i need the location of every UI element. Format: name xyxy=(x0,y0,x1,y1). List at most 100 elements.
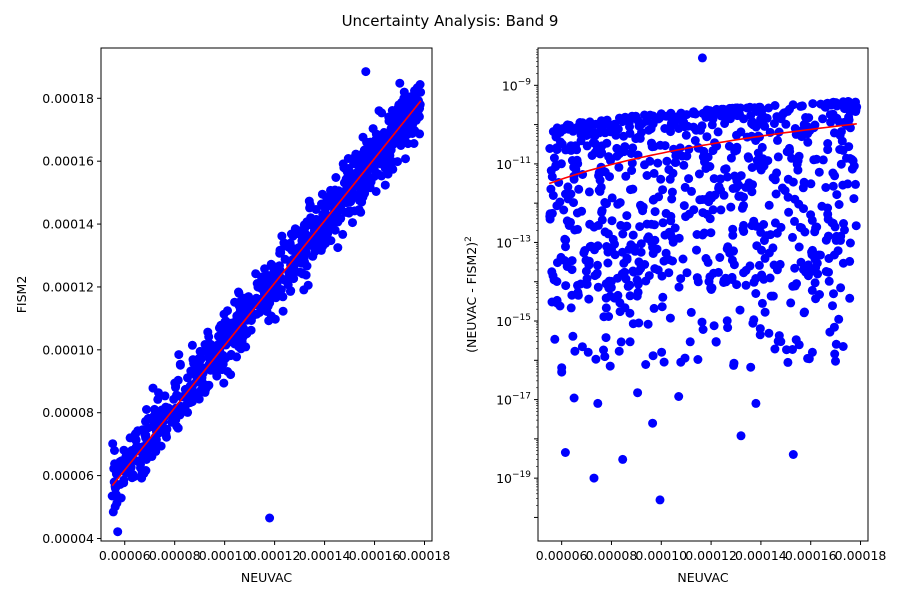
left-point xyxy=(110,446,119,455)
right-point xyxy=(693,355,703,364)
right-point xyxy=(657,271,667,281)
right-point xyxy=(814,167,824,177)
left-point xyxy=(176,392,186,402)
left-point xyxy=(255,308,264,317)
right-x-tick-label: 0.00018 xyxy=(835,548,887,563)
right-point xyxy=(697,317,707,327)
right-point xyxy=(547,297,557,307)
right-point xyxy=(824,254,834,263)
right-point xyxy=(679,201,689,211)
left-point xyxy=(226,349,236,359)
right-point xyxy=(838,342,848,351)
right-point xyxy=(648,418,658,428)
right-point xyxy=(640,160,649,170)
right-point xyxy=(751,289,761,298)
right-point xyxy=(594,185,604,195)
right-point xyxy=(812,154,822,164)
right-point xyxy=(726,202,736,212)
right-point xyxy=(584,256,594,266)
left-point xyxy=(153,394,163,404)
left-point xyxy=(323,228,333,238)
right-point xyxy=(567,156,577,165)
right-point xyxy=(620,142,630,152)
left-point xyxy=(181,386,191,396)
right-point xyxy=(661,208,671,218)
right-point xyxy=(624,244,634,254)
right-point xyxy=(727,105,737,115)
right-point xyxy=(606,122,616,132)
right-point xyxy=(547,172,557,182)
left-point xyxy=(369,165,379,175)
right-point xyxy=(550,334,560,344)
right-point xyxy=(573,287,583,297)
right-point xyxy=(653,158,663,168)
right-point xyxy=(587,151,597,160)
right-point xyxy=(790,281,800,291)
right-point xyxy=(764,328,774,338)
right-point xyxy=(602,199,611,209)
left-point xyxy=(219,378,229,388)
left-x-tick-label: 0.00008 xyxy=(149,548,201,563)
right-point xyxy=(765,273,775,283)
right-point xyxy=(772,168,782,178)
left-point xyxy=(299,285,309,295)
right-point xyxy=(834,314,844,324)
right-x-axis-label: NEUVAC xyxy=(677,570,728,585)
right-point xyxy=(641,360,651,369)
right-point xyxy=(776,337,786,347)
right-point xyxy=(650,264,660,274)
right-scatter-points xyxy=(545,53,862,505)
right-point xyxy=(716,205,726,215)
right-point xyxy=(698,230,708,240)
right-point xyxy=(810,120,820,130)
right-point xyxy=(792,159,802,169)
left-y-tick-label: 0.00014 xyxy=(42,217,94,232)
right-y-tick-base: 10 xyxy=(496,314,512,329)
right-point xyxy=(597,141,607,151)
left-point xyxy=(206,365,216,375)
left-point xyxy=(377,171,386,181)
right-point xyxy=(694,169,704,179)
right-point xyxy=(830,171,840,181)
left-y-tick-label: 0.00012 xyxy=(42,279,94,294)
right-point xyxy=(849,106,859,116)
right-point xyxy=(562,262,572,271)
right-point xyxy=(749,120,758,130)
left-point xyxy=(194,355,204,364)
right-point xyxy=(784,207,794,217)
right-point xyxy=(678,254,688,264)
right-point xyxy=(738,224,748,234)
left-point xyxy=(107,491,117,501)
left-y-tick-label: 0.00004 xyxy=(42,531,94,546)
right-point xyxy=(720,164,730,174)
right-point xyxy=(681,130,691,140)
right-y-axis-label: (NEUVAC - FISM2)2 xyxy=(464,236,479,353)
left-y-tick-label: 0.00006 xyxy=(42,468,94,483)
right-point xyxy=(576,279,586,289)
right-point xyxy=(616,337,626,347)
right-y-tick-exponent: −17 xyxy=(512,392,531,402)
right-point xyxy=(728,230,738,240)
left-point xyxy=(401,154,410,164)
right-point xyxy=(585,242,595,252)
right-point xyxy=(782,147,792,157)
left-point xyxy=(234,288,244,298)
right-point xyxy=(605,172,614,182)
right-point xyxy=(851,179,860,189)
right-point xyxy=(719,278,729,287)
right-point xyxy=(601,333,611,343)
right-point xyxy=(602,115,612,125)
right-point xyxy=(794,242,804,252)
right-point xyxy=(561,189,570,199)
right-x-tick-label: 0.00010 xyxy=(635,548,687,563)
right-point xyxy=(584,294,594,304)
right-point xyxy=(638,206,648,216)
right-point xyxy=(681,212,691,222)
right-point xyxy=(732,280,742,290)
left-axes-frame xyxy=(100,47,433,542)
right-point xyxy=(685,337,695,347)
right-point xyxy=(829,289,838,299)
right-point xyxy=(797,101,807,111)
left-point xyxy=(354,196,364,205)
